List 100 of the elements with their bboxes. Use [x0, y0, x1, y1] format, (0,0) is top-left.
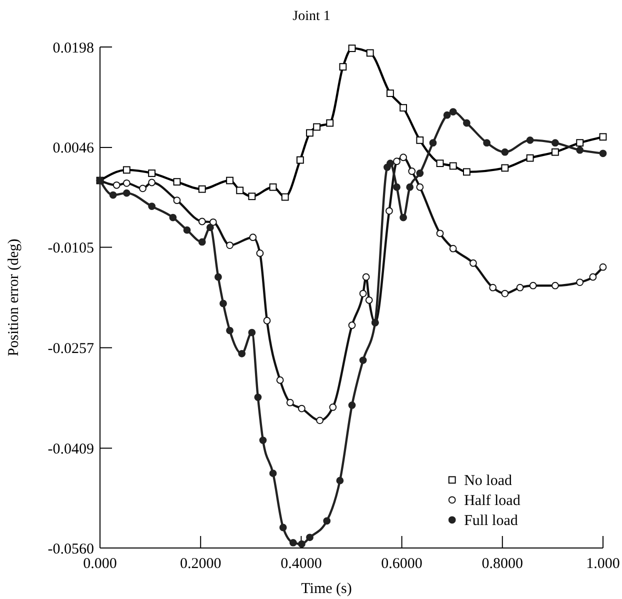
point	[386, 90, 394, 97]
point	[248, 328, 256, 336]
point	[122, 166, 130, 174]
point	[393, 158, 400, 166]
point	[599, 150, 607, 158]
point	[198, 218, 206, 226]
point	[436, 230, 444, 238]
x-tick-label: 1.000	[586, 556, 620, 572]
point	[386, 160, 394, 168]
point	[198, 185, 206, 193]
point	[526, 154, 534, 162]
point	[339, 63, 347, 71]
point	[408, 168, 416, 175]
point	[226, 326, 234, 334]
point	[298, 540, 306, 548]
point	[336, 476, 344, 484]
point	[576, 278, 584, 286]
point	[214, 273, 222, 281]
point	[183, 226, 191, 234]
point	[248, 192, 256, 200]
legend-label: Full load	[464, 512, 518, 529]
point	[254, 394, 262, 402]
point	[238, 350, 246, 358]
point	[348, 402, 356, 409]
point	[226, 176, 234, 184]
point	[323, 517, 331, 525]
point	[109, 191, 117, 199]
point	[269, 183, 277, 191]
point	[400, 154, 408, 162]
point	[198, 238, 206, 246]
y-tick-label: -0.0409	[48, 441, 94, 458]
point	[429, 139, 437, 147]
point	[362, 273, 370, 281]
y-tick-label: -0.0257	[48, 340, 94, 357]
point	[366, 49, 374, 57]
point	[286, 398, 294, 406]
y-axis-title: Position error (deg)	[6, 238, 22, 356]
point	[529, 282, 537, 290]
point	[173, 178, 181, 186]
point	[416, 136, 424, 144]
point	[169, 214, 177, 222]
point	[348, 44, 356, 52]
point	[516, 284, 524, 292]
point	[148, 202, 156, 210]
point	[289, 539, 297, 546]
x-tick-label: 0.000	[83, 556, 117, 572]
point	[263, 316, 271, 324]
x-tick-label: 0.6000	[381, 556, 422, 572]
point	[173, 196, 181, 204]
point	[576, 146, 584, 154]
point	[449, 244, 457, 252]
point	[313, 123, 320, 131]
point	[489, 284, 497, 292]
y-tick-label: 0.0046	[52, 140, 94, 157]
point	[329, 404, 337, 411]
point	[406, 183, 414, 191]
point	[226, 242, 234, 249]
point	[443, 111, 451, 119]
point	[416, 170, 424, 177]
point	[348, 322, 356, 329]
point	[501, 148, 509, 156]
x-axis-title: Time (s)	[301, 581, 352, 597]
x-tick-label: 0.8000	[482, 556, 524, 572]
point	[462, 168, 470, 176]
point	[276, 376, 284, 384]
point	[449, 162, 457, 170]
point	[306, 129, 314, 137]
point	[249, 234, 257, 242]
point	[326, 119, 334, 127]
point	[501, 290, 509, 298]
point	[526, 136, 534, 144]
point	[552, 139, 559, 147]
point	[256, 250, 264, 257]
y-tick-label: -0.0560	[48, 541, 94, 558]
y-tick-label: -0.0105	[48, 240, 94, 257]
point	[552, 148, 559, 156]
point	[436, 160, 444, 168]
point	[470, 259, 477, 267]
point	[416, 183, 424, 191]
point	[576, 139, 584, 147]
chart-title: Joint 1	[292, 9, 330, 24]
legend-label: Half load	[464, 492, 521, 509]
point	[462, 119, 470, 127]
point	[501, 164, 509, 172]
point	[552, 282, 559, 290]
point	[279, 524, 287, 532]
point	[122, 189, 130, 197]
point	[306, 534, 314, 542]
point	[599, 263, 607, 271]
point	[449, 108, 457, 116]
point	[400, 214, 408, 222]
point	[296, 156, 304, 164]
point	[206, 224, 214, 232]
point	[236, 186, 244, 194]
point	[359, 290, 367, 298]
point	[393, 183, 400, 191]
point	[400, 104, 408, 112]
legend-label: No load	[464, 472, 513, 489]
point	[139, 184, 146, 192]
point	[220, 300, 227, 308]
